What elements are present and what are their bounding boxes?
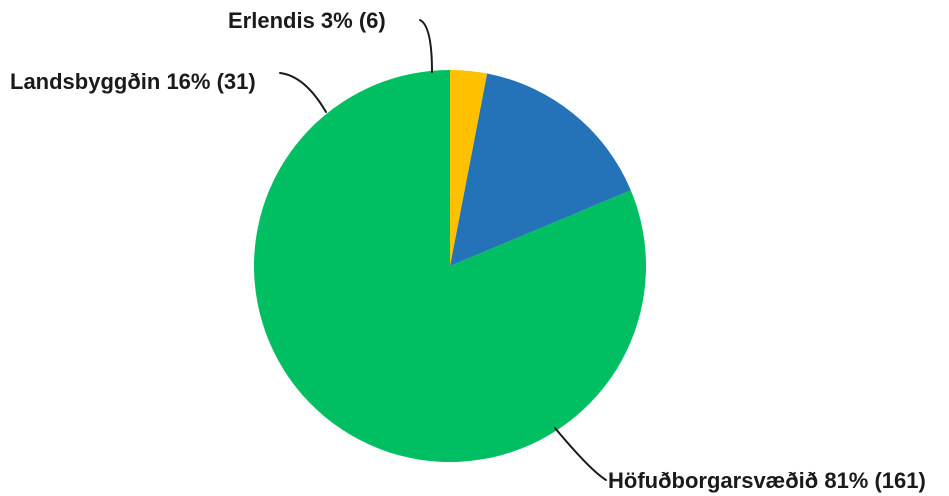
leader-line-2 (279, 72, 327, 113)
slice-label-1: Höfuðborgarsvæðið 81% (161) (608, 468, 926, 493)
slice-label-2: Landsbyggðin 16% (31) (10, 69, 256, 94)
pie-slice-1 (253, 70, 646, 462)
leader-line-1 (554, 427, 607, 481)
slices-layer (253, 70, 646, 462)
pie-slice-3 (450, 70, 488, 266)
leader-line-3 (419, 19, 433, 73)
leaders-layer (279, 19, 607, 481)
pie-slice-2 (450, 73, 631, 266)
labels-layer: Höfuðborgarsvæðið 81% (161) Landsbyggðin … (10, 8, 926, 493)
slice-label-3: Erlendis 3% (6) (228, 8, 386, 33)
